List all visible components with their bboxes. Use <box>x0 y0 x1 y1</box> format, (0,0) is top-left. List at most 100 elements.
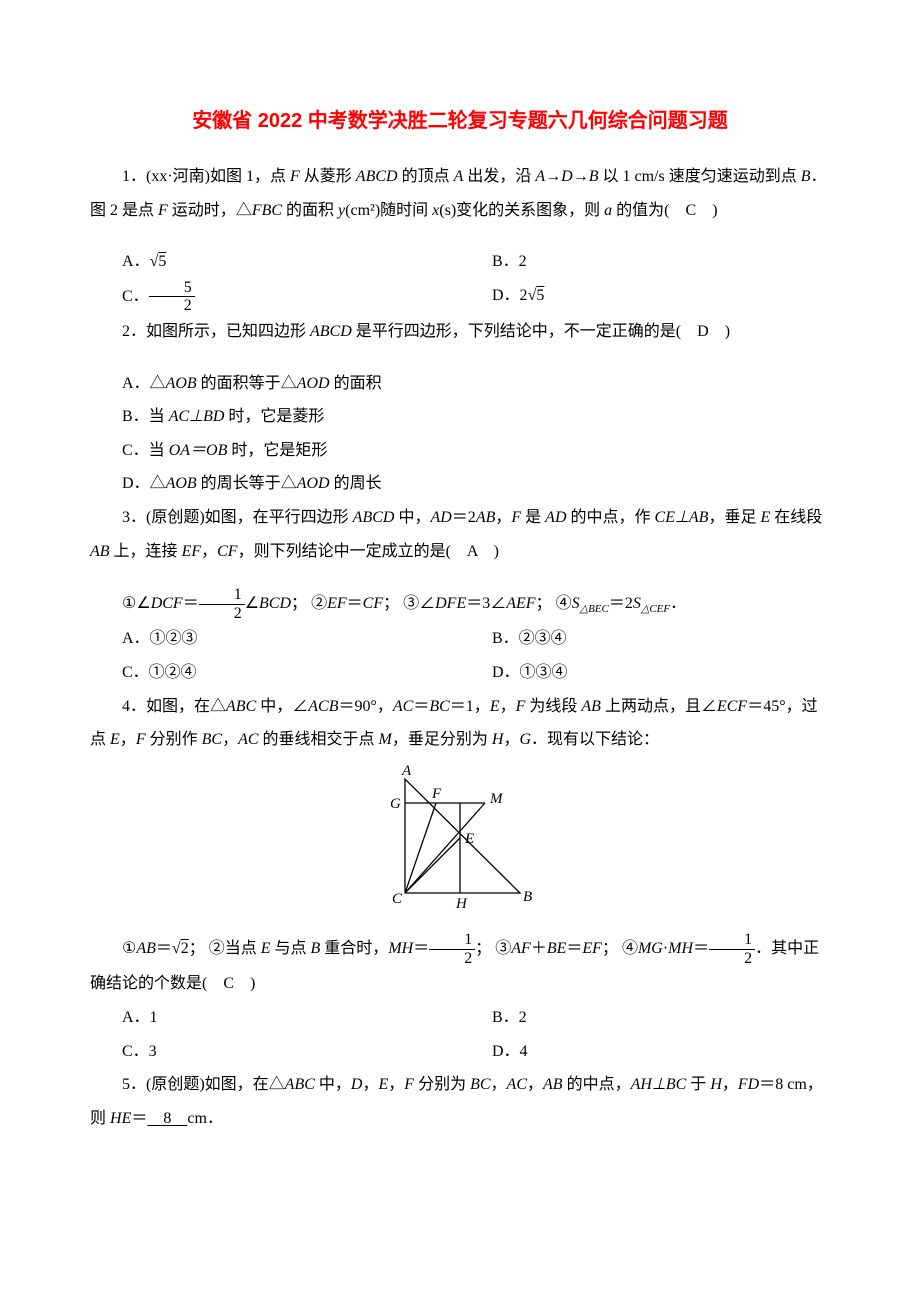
text: cm． <box>187 1110 223 1127</box>
var: AB <box>90 543 110 560</box>
var: AOB <box>166 375 197 392</box>
lbl-f: F <box>431 786 442 802</box>
lbl-b: B <box>523 889 532 905</box>
text: ② <box>311 595 327 612</box>
var: G <box>519 731 531 748</box>
denominator: 2 <box>429 950 475 968</box>
lbl-c: C <box>392 891 403 907</box>
text: ． <box>670 595 686 612</box>
var: M <box>379 731 392 748</box>
text: 中，∠ <box>256 698 308 715</box>
text: ， <box>201 543 217 560</box>
label: B．2 <box>492 253 527 270</box>
radicand: 5 <box>536 287 544 304</box>
q2-option-b: B．当 AC⊥BD 时，它是菱形 <box>90 400 830 434</box>
var: B <box>801 168 811 185</box>
var: S <box>633 595 641 612</box>
var: ABCD <box>356 168 398 185</box>
q1-options: A．√5 B．2 C．52 D．2√5 <box>90 245 830 315</box>
answer: C <box>686 202 697 219</box>
var: F <box>158 202 168 219</box>
text: 的中点， <box>563 1076 631 1093</box>
text: 2．如图所示，已知四边形 <box>122 323 310 340</box>
var: AC <box>507 1076 527 1093</box>
denominator: 2 <box>709 950 755 968</box>
text: ，垂足 <box>708 509 760 526</box>
text: ＝1， <box>450 698 490 715</box>
text: ＝ <box>413 940 429 957</box>
text: ＝ <box>566 940 582 957</box>
text: 以 1 cm/s 速度匀速运动到点 <box>599 168 801 185</box>
var: ABC <box>226 698 256 715</box>
var: A→D→B <box>535 168 598 185</box>
text: ．现有以下结论： <box>531 731 659 748</box>
text: ； <box>602 940 618 957</box>
var: CF <box>363 595 383 612</box>
sub: △BEC <box>580 603 609 615</box>
var: FD <box>738 1076 759 1093</box>
text: ) <box>234 975 255 992</box>
text: 于 <box>686 1076 710 1093</box>
q5-stem: 5．(原创题)如图，在△ABC 中，D，E，F 分别为 BC，AC，AB 的中点… <box>90 1068 830 1135</box>
text: ) <box>696 202 717 219</box>
text: (s)变化的关系图象，则 <box>439 202 604 219</box>
text: 中， <box>315 1076 351 1093</box>
text: ， <box>527 1076 543 1093</box>
numerator: 1 <box>199 586 245 605</box>
sqrt-symbol: √ <box>172 940 181 957</box>
text: ＝ <box>693 940 709 957</box>
text: C．当 <box>122 442 169 459</box>
denominator: 2 <box>199 605 245 623</box>
text: ，垂足分别为 <box>392 731 492 748</box>
lbl-h: H <box>455 896 468 912</box>
var: AC⊥BD <box>169 408 225 425</box>
var: AF <box>511 940 531 957</box>
fraction: 12 <box>199 586 245 622</box>
var: AH⊥BC <box>631 1076 687 1093</box>
q4-figure: A G F M E C H B <box>90 763 830 926</box>
var: EF <box>582 940 602 957</box>
text: 是 <box>521 509 545 526</box>
var: D <box>351 1076 363 1093</box>
var: OA＝OB <box>169 442 228 459</box>
text: 的周长 <box>330 475 382 492</box>
text: ， <box>222 731 238 748</box>
q4-options: A．1 B．2 C．3 D．4 <box>90 1001 830 1068</box>
text: ； <box>291 595 307 612</box>
text: ＝90°， <box>338 698 392 715</box>
var: AEF <box>506 595 535 612</box>
var: BC <box>429 698 449 715</box>
var: MH <box>668 940 693 957</box>
var: E <box>261 940 271 957</box>
var: F <box>511 509 521 526</box>
var: A <box>454 168 464 185</box>
text: ， <box>491 1076 507 1093</box>
q1-option-b: B．2 <box>460 245 830 279</box>
triangle-diagram: A G F M E C H B <box>360 763 560 913</box>
numerator: 5 <box>149 279 195 298</box>
answer: C <box>223 975 234 992</box>
text: 时，它是矩形 <box>227 442 327 459</box>
var: EF <box>182 543 202 560</box>
var: AB <box>581 698 601 715</box>
var: H <box>492 731 504 748</box>
var: AC <box>238 731 258 748</box>
var: AB <box>476 509 496 526</box>
text: ，则下列结论中一定成立的是( <box>238 543 467 560</box>
var: MG <box>638 940 663 957</box>
var: a <box>604 202 612 219</box>
var: AOB <box>166 475 197 492</box>
q3-statements: ①∠DCF＝12∠BCD； ②EF＝CF； ③∠DFE＝3∠AEF； ④S△BE… <box>90 586 830 622</box>
text: 与点 <box>271 940 311 957</box>
var: AB <box>543 1076 563 1093</box>
var: DCF <box>151 595 183 612</box>
var: ABCD <box>310 323 352 340</box>
q2-option-c: C．当 OA＝OB 时，它是矩形 <box>90 434 830 468</box>
text: 时，它是菱形 <box>224 408 324 425</box>
q3-option-c: C．①②④ <box>90 656 460 690</box>
fraction: 52 <box>149 279 195 315</box>
q1-option-c: C．52 <box>90 279 460 315</box>
var: BC <box>470 1076 490 1093</box>
text: 3．(原创题)如图，在平行四边形 <box>122 509 353 526</box>
var: HE <box>110 1110 131 1127</box>
